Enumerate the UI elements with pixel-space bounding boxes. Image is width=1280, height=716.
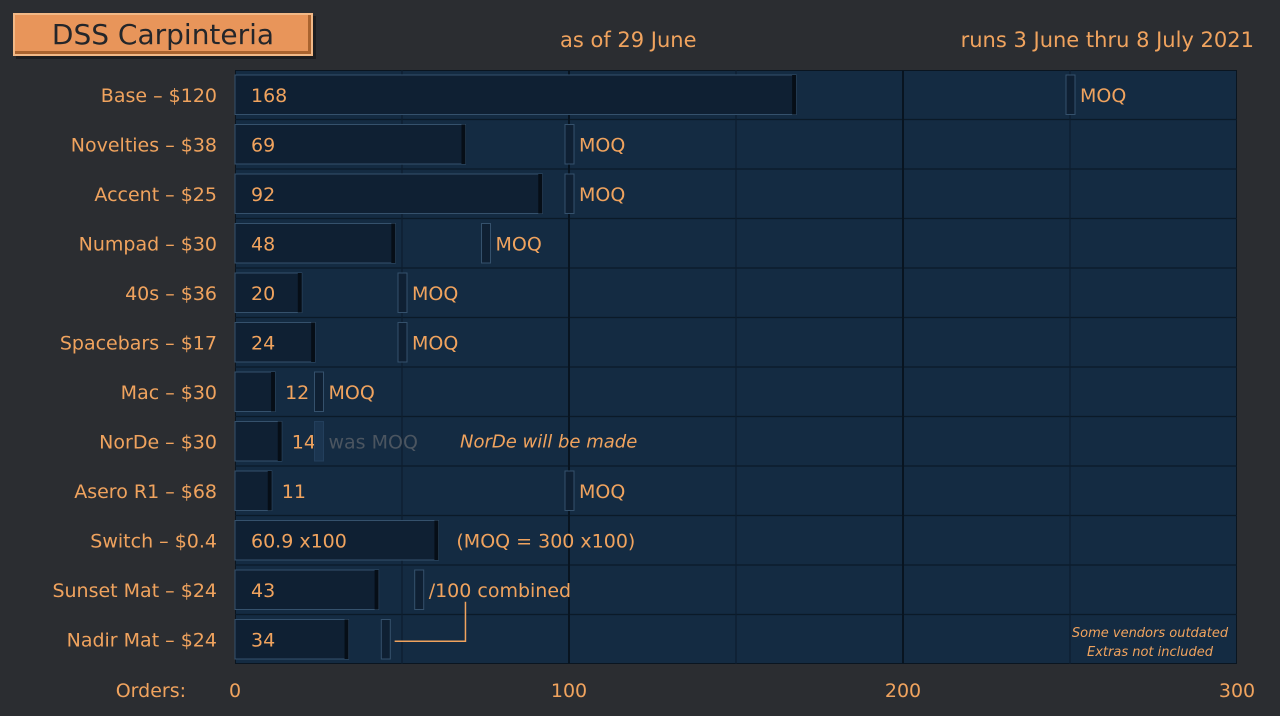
bar-value-label: 11 [282, 481, 306, 503]
bar-value-label: 168 [251, 85, 287, 107]
moq-label: MOQ [579, 481, 625, 503]
x-tick-label: 0 [229, 680, 241, 702]
bar-value-label: 14 [292, 431, 316, 453]
moq-marker [414, 569, 425, 610]
moq-label: was MOQ [329, 431, 418, 453]
annotation-norde: NorDe will be made [460, 431, 637, 452]
category-label: NorDe – $30 [99, 431, 217, 453]
moq-marker [564, 124, 575, 165]
bar [234, 421, 283, 462]
category-label: Sunset Mat – $24 [52, 580, 217, 602]
category-label: Numpad – $30 [79, 233, 217, 255]
bar-value-label: 34 [251, 629, 275, 651]
bar-end-shadow [311, 322, 316, 362]
bar [234, 569, 380, 610]
bar-end-shadow [434, 520, 439, 560]
chart-title: DSS Carpinteria [13, 13, 313, 56]
x-axis-prefix: Orders: [116, 680, 186, 702]
footnote-line: Extras not included [1087, 645, 1214, 660]
x-tick-label: 300 [1219, 680, 1255, 702]
moq-marker [397, 322, 408, 363]
bar-end-shadow [792, 75, 797, 115]
moq-marker [1065, 74, 1076, 115]
moq-marker [564, 470, 575, 511]
bar-end-shadow [461, 124, 466, 164]
bar [234, 619, 350, 660]
bar-end-shadow [277, 421, 282, 461]
moq-label: MOQ [1080, 85, 1126, 107]
category-label: Spacebars – $17 [60, 332, 217, 354]
bar-value-label: 92 [251, 184, 275, 206]
moq-label: MOQ [329, 382, 375, 404]
bar-end-shadow [267, 471, 272, 511]
bar-end-shadow [344, 619, 349, 659]
combined-bracket [394, 601, 467, 642]
moq-label: /100 combined [429, 580, 571, 602]
moq-marker [481, 223, 491, 264]
moq-label: (MOQ = 300 x100) [456, 530, 635, 552]
bar-value-label: 24 [251, 332, 275, 354]
bar [234, 173, 543, 214]
bar-end-shadow [391, 223, 396, 263]
moq-label: MOQ [412, 283, 458, 305]
bar [234, 520, 439, 561]
moq-label: MOQ [412, 332, 458, 354]
moq-marker [380, 619, 391, 660]
moq-marker [314, 371, 324, 412]
moq-marker [397, 272, 408, 313]
x-tick-label: 200 [885, 680, 921, 702]
bar [234, 223, 396, 264]
bar-end-shadow [374, 570, 379, 610]
footnote-line: Some vendors outdated [1072, 626, 1229, 641]
moq-marker [314, 421, 324, 462]
bar [234, 124, 466, 165]
bar-end-shadow [271, 372, 276, 412]
as-of-date: as of 29 June [560, 28, 697, 52]
category-label: Base – $120 [101, 85, 217, 107]
category-label: 40s – $36 [125, 283, 217, 305]
category-label: Accent – $25 [94, 184, 217, 206]
category-label: Switch – $0.4 [90, 530, 217, 552]
bar-value-label: 43 [251, 580, 275, 602]
category-label: Nadir Mat – $24 [67, 629, 217, 651]
moq-label: MOQ [496, 233, 542, 255]
bar-value-label: 48 [251, 233, 275, 255]
moq-label: MOQ [579, 184, 625, 206]
bar [234, 470, 273, 511]
category-label: Novelties – $38 [71, 134, 217, 156]
bar-end-shadow [538, 174, 543, 214]
bar-value-label: 69 [251, 134, 275, 156]
run-dates: runs 3 June thru 8 July 2021 [960, 28, 1254, 52]
bar-value-label: 60.9 x100 [251, 530, 347, 552]
moq-marker [564, 173, 575, 214]
category-label: Mac – $30 [121, 382, 217, 404]
bar-value-label: 20 [251, 283, 275, 305]
bar [234, 371, 276, 412]
bar [234, 74, 797, 115]
moq-label: MOQ [579, 134, 625, 156]
category-label: Asero R1 – $68 [74, 481, 217, 503]
bar-end-shadow [297, 273, 302, 313]
bar [234, 322, 316, 363]
bar-value-label: 12 [285, 382, 309, 404]
x-tick-label: 100 [551, 680, 587, 702]
